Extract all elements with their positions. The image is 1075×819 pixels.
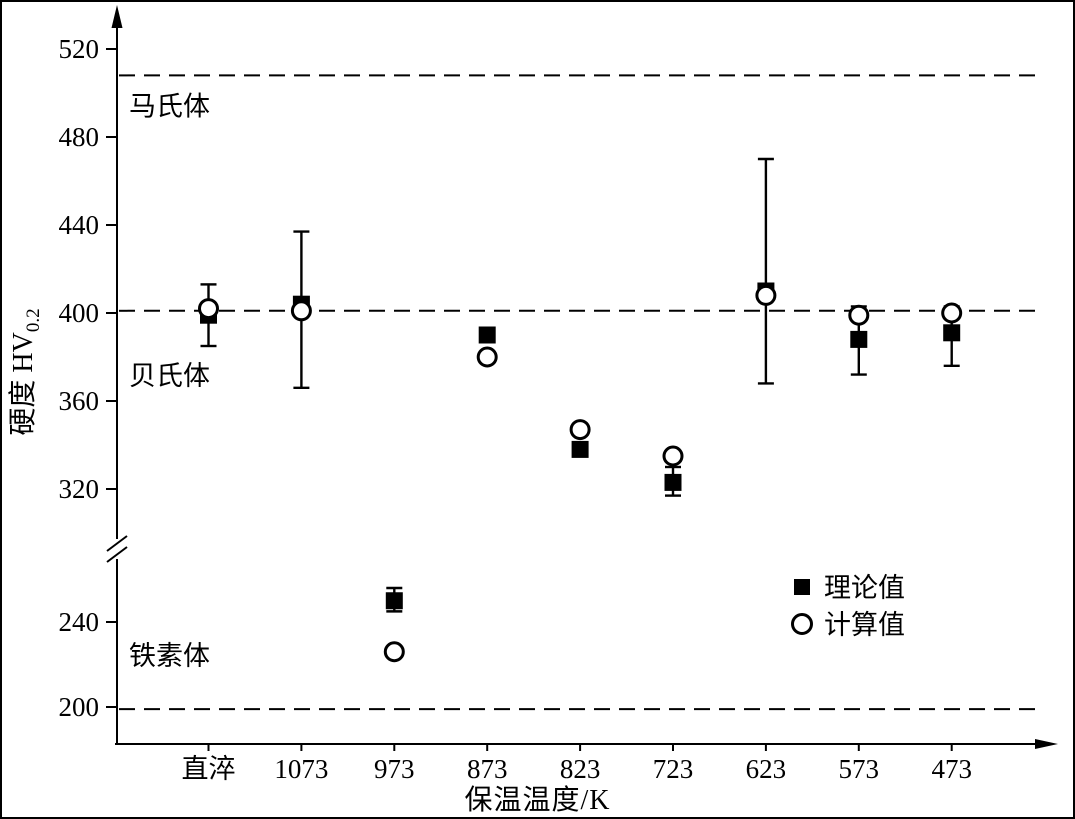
x-tick-label: 473: [931, 754, 972, 784]
region-label: 铁素体: [129, 641, 210, 671]
data-point-theoretical: [385, 592, 403, 610]
y-axis-label: 硬度 HV0.2: [7, 308, 44, 435]
data-point-theoretical: [850, 330, 868, 348]
x-tick-label: 623: [746, 754, 787, 784]
x-axis-label: 保温温度/K: [464, 785, 611, 816]
legend-label: 理论值: [824, 573, 905, 603]
x-tick-label: 723: [653, 754, 694, 784]
x-tick-label: 直淬: [182, 754, 236, 784]
y-tick-label: 520: [59, 34, 100, 64]
legend-swatch-square: [794, 579, 810, 595]
data-point-calculated: [941, 302, 963, 324]
x-axis-arrow: [1035, 739, 1058, 749]
x-tick-label: 973: [374, 754, 415, 784]
data-point-theoretical: [571, 440, 589, 458]
y-tick-label: 480: [59, 122, 100, 152]
data-point-theoretical: [478, 326, 496, 344]
region-label: 贝氏体: [129, 361, 210, 391]
y-axis-arrow: [111, 5, 123, 28]
axis-break-mark: [106, 546, 128, 563]
data-point-calculated: [755, 284, 777, 306]
y-tick-label: 320: [59, 474, 100, 504]
y-tick-label: 240: [59, 607, 100, 637]
y-tick-label: 200: [59, 692, 100, 722]
data-point-calculated: [662, 445, 684, 467]
y-tick-label: 440: [59, 210, 100, 240]
data-point-calculated: [848, 304, 870, 326]
data-point-calculated: [569, 419, 591, 441]
legend-label: 计算值: [824, 610, 905, 640]
legend-swatch-circle: [791, 613, 813, 635]
x-tick-label: 873: [467, 754, 508, 784]
axis-break-mark: [106, 535, 128, 552]
data-point-calculated: [383, 641, 405, 663]
y-tick-label: 400: [59, 298, 100, 328]
region-label: 马氏体: [129, 91, 210, 121]
x-tick-label: 1073: [274, 754, 328, 784]
data-point-calculated: [290, 300, 312, 322]
data-point-calculated: [476, 346, 498, 368]
y-tick-label: 360: [59, 386, 100, 416]
x-tick-label: 823: [560, 754, 601, 784]
data-point-calculated: [198, 298, 219, 320]
x-tick-label: 573: [839, 754, 880, 784]
data-point-theoretical: [943, 324, 961, 342]
data-point-theoretical: [664, 473, 682, 491]
